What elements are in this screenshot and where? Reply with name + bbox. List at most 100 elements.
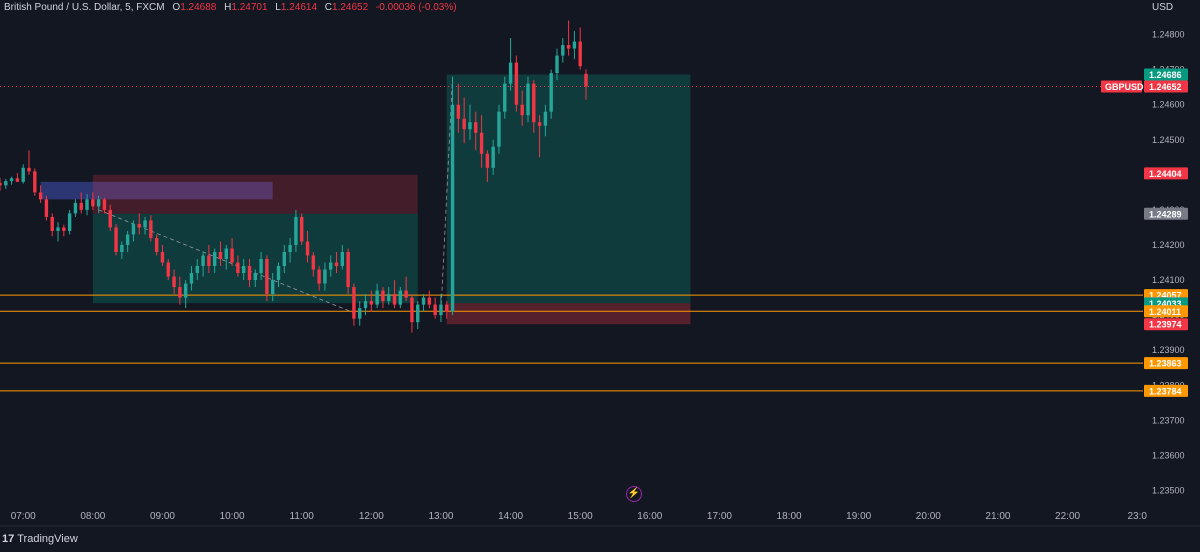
y-tick-label: 1.23600 (1152, 450, 1185, 460)
candle-body (584, 73, 588, 87)
price-label: 1.24652 GBPUSD (1101, 80, 1188, 93)
candle (427, 290, 432, 309)
candle-body (485, 153, 490, 168)
candle (474, 111, 478, 151)
candle (288, 237, 292, 263)
candle (572, 31, 577, 60)
candle (108, 204, 112, 231)
candle (305, 230, 310, 263)
candle (91, 192, 95, 210)
candle-body (131, 223, 136, 235)
candle (259, 251, 263, 281)
candle-body (154, 237, 159, 252)
candle (340, 244, 345, 270)
candle-body (433, 304, 437, 316)
candle (224, 244, 228, 270)
tradingview-brand[interactable]: 17 TradingView (2, 533, 78, 545)
candle-body (555, 55, 559, 74)
candle-body (114, 227, 118, 252)
candle (125, 230, 130, 252)
candle-body (503, 83, 507, 112)
candle (131, 220, 136, 242)
candle-body (381, 290, 385, 302)
candle-body (340, 251, 345, 267)
candle (497, 104, 501, 154)
candle-body (62, 227, 66, 231)
price-label-text: 1.23863 (1149, 359, 1182, 369)
candle (137, 213, 141, 235)
candle (120, 241, 124, 259)
candle (67, 209, 72, 235)
high-value: 1.24701 (231, 2, 268, 13)
candle (445, 301, 449, 319)
candle (102, 197, 107, 214)
candle (38, 185, 43, 203)
candle (555, 48, 559, 81)
price-label: 1.23784 (1144, 384, 1188, 397)
candle (520, 90, 524, 126)
candle-body (532, 83, 536, 123)
high-label: H (224, 2, 232, 13)
candle-body (108, 209, 112, 228)
candle-body (479, 132, 484, 154)
x-tick-label: 20:00 (916, 511, 941, 522)
candle-body (33, 171, 37, 193)
x-tick-label: 07:00 (11, 511, 36, 522)
candle (143, 216, 147, 235)
candle-body (329, 262, 333, 270)
candle-body (160, 251, 165, 263)
candle-body (247, 266, 252, 281)
symbol-tag-box (1101, 80, 1142, 93)
candle-body (392, 294, 397, 305)
candle-body (27, 167, 31, 172)
candle (561, 38, 565, 63)
x-tick-label: 15:00 (568, 511, 593, 522)
candle (178, 276, 182, 305)
candle (189, 266, 194, 291)
candle-body (137, 223, 141, 228)
candle (352, 283, 356, 326)
candle-body (410, 297, 414, 323)
candle-body (212, 251, 217, 267)
candle-body (358, 308, 362, 319)
price-label: 1.23863 (1144, 357, 1188, 370)
dashed-trend-line (98, 209, 360, 316)
candle-body (520, 104, 524, 116)
candle (311, 251, 316, 277)
candle (369, 290, 374, 312)
candle-body (241, 266, 246, 274)
candle-body (491, 146, 495, 168)
candle (549, 69, 553, 119)
candle (317, 266, 321, 291)
candle-body (73, 202, 78, 214)
x-tick-label: 11:00 (290, 511, 315, 522)
price-label-text: 1.24404 (1149, 169, 1182, 179)
candle (503, 76, 507, 119)
candle (392, 280, 397, 309)
candle-body (352, 287, 356, 319)
candle-body (166, 262, 170, 277)
price-label-box (1144, 357, 1188, 370)
zone-sell-profit (92, 213, 418, 304)
zone-sell-stop (92, 174, 418, 214)
price-label-box (1144, 384, 1188, 397)
candle-body (497, 111, 501, 147)
price-label-box (1144, 305, 1188, 318)
candle (282, 244, 286, 274)
price-label: 1.24289 (1144, 207, 1188, 220)
candle-body (143, 220, 147, 228)
price-label: 1.23974 (1144, 318, 1188, 331)
change-value: -0.00036 (-0.03%) (375, 2, 457, 13)
candle-body (195, 266, 199, 274)
x-tick-label: 22:00 (1055, 511, 1080, 522)
candle (514, 55, 519, 112)
candle (218, 241, 223, 267)
lightning-icon[interactable]: ⚡ (626, 486, 642, 502)
price-label-text: 1.23784 (1149, 386, 1182, 396)
candle-body (44, 199, 49, 217)
candle (253, 269, 257, 288)
candle-body (404, 290, 408, 298)
candle-body (207, 255, 211, 267)
candle-body (276, 266, 281, 281)
